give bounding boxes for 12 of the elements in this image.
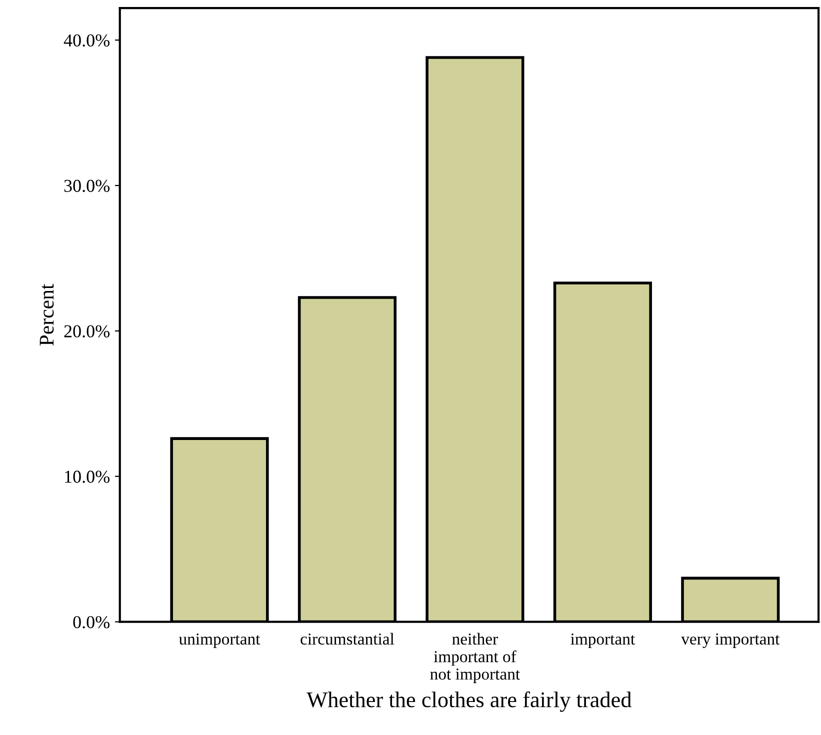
y-axis-title: Percent [40, 284, 54, 346]
x-tick-label: unimportant [178, 633, 260, 648]
y-tick-label: 20.0% [64, 325, 110, 338]
x-tick-label: very important [681, 633, 780, 648]
y-tick-label: 30.0% [64, 180, 110, 192]
y-tick-label: 40.0% [64, 34, 110, 47]
y-tick-label: 0.0% [73, 616, 110, 628]
x-tick-label: neither important of not important [430, 632, 520, 684]
x-tick-label: important [570, 633, 635, 648]
y-tick-label: 10.0% [65, 470, 110, 483]
x-tick-label: circumstantial [300, 632, 394, 645]
x-axis-title: Whether the clothes are fairly traded [306, 691, 632, 712]
